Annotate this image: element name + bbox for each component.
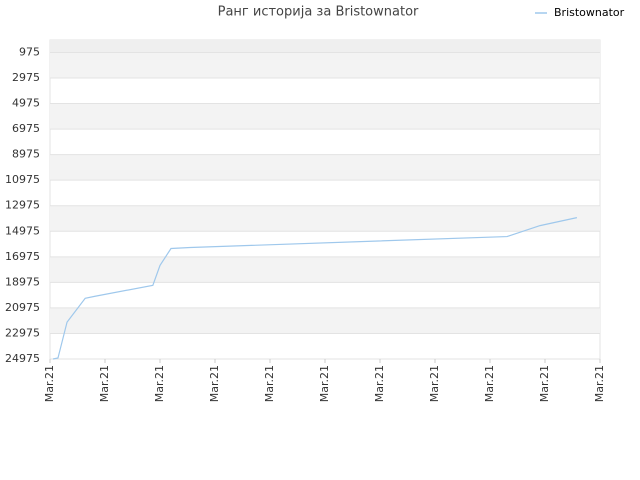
band bbox=[50, 103, 600, 130]
legend-label: Bristownator bbox=[554, 6, 625, 19]
y-tick-label: 18975 bbox=[5, 275, 40, 288]
band bbox=[50, 205, 600, 232]
x-tick-label: Mar.21 bbox=[208, 365, 221, 402]
y-tick-label: 6975 bbox=[12, 122, 40, 135]
chart-title: Ранг историја за Bristownator bbox=[218, 5, 419, 20]
x-tick-label: Mar.21 bbox=[538, 365, 551, 402]
x-tick-label: Mar.21 bbox=[593, 365, 606, 402]
plot-background bbox=[49, 39, 601, 360]
band bbox=[50, 52, 600, 78]
y-tick-label: 975 bbox=[19, 45, 40, 58]
y-tick-label: 2975 bbox=[12, 71, 40, 84]
x-tick-label: Mar.21 bbox=[428, 365, 441, 402]
band bbox=[50, 256, 600, 283]
y-tick-label: 16975 bbox=[5, 250, 40, 263]
band bbox=[50, 307, 600, 334]
y-tick-label: 12975 bbox=[5, 199, 40, 212]
x-tick-label: Mar.21 bbox=[43, 365, 56, 402]
x-tick-label: Mar.21 bbox=[373, 365, 386, 402]
y-tick-label: 8975 bbox=[12, 148, 40, 161]
x-tick-label: Mar.21 bbox=[98, 365, 111, 402]
x-tick-label: Mar.21 bbox=[318, 365, 331, 402]
y-tick-label: 22975 bbox=[5, 326, 40, 339]
x-tick-label: Mar.21 bbox=[263, 365, 276, 402]
line bbox=[52, 217, 578, 360]
x-tick-label: Mar.21 bbox=[153, 365, 166, 402]
y-tick-label: 4975 bbox=[12, 97, 40, 110]
y-tick-label: 10975 bbox=[5, 173, 40, 186]
y-tick-label: 14975 bbox=[5, 224, 40, 237]
x-tick-label: Mar.21 bbox=[483, 365, 496, 402]
y-tick-label: 24975 bbox=[5, 352, 40, 365]
band bbox=[50, 40, 600, 53]
y-tick-label: 20975 bbox=[5, 301, 40, 314]
band bbox=[50, 154, 600, 181]
